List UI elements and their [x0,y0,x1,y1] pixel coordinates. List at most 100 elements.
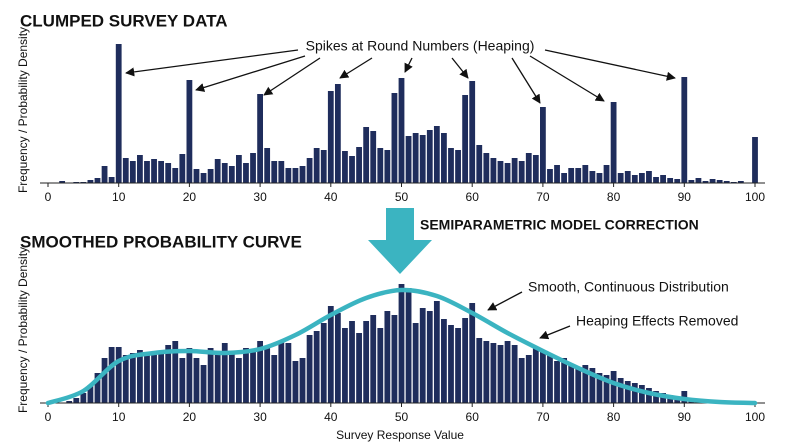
bar [737,181,744,183]
x-axis-label: Survey Response Value [336,428,464,442]
bar [617,378,624,403]
bar [73,398,80,403]
y-axis-label: Frequency / Probability Density [16,247,30,413]
bar [702,181,709,183]
x-tick-label: 90 [678,410,692,424]
bar [207,348,214,403]
bar [398,284,405,403]
annotation-arrows [125,49,676,104]
bar [214,159,221,183]
bar [504,163,511,183]
bar [412,323,419,403]
bar [66,401,73,403]
bar [568,168,575,183]
bar [723,181,730,183]
bar [221,163,228,183]
chart-title: SMOOTHED PROBABILITY CURVE [20,232,302,251]
bar [356,147,362,183]
bar [462,95,469,183]
bar [349,156,355,183]
x-tick-label: 40 [324,190,338,204]
bar [575,168,582,183]
bar [596,173,603,183]
bar [532,348,539,403]
bar [483,341,490,403]
bar [179,358,186,403]
bar [624,381,631,403]
bar [582,165,589,183]
bar [320,150,327,183]
bar [186,348,193,403]
bar [292,361,299,403]
x-tick-label: 10 [112,190,126,204]
x-tick-label: 20 [183,190,197,204]
bar [264,348,271,403]
bar [603,165,610,183]
bar [646,171,652,183]
bar [151,353,157,403]
bar [391,315,398,403]
bar [158,351,165,403]
x-tick-label: 50 [395,410,409,424]
bar [165,345,172,403]
bar [490,158,497,183]
bar [235,155,242,183]
bar [278,161,285,183]
bar [660,175,666,183]
bar [115,44,122,183]
bar [271,355,278,403]
bar [221,343,228,403]
x-tick-label: 10 [112,410,126,424]
bar [122,355,129,403]
bar [186,80,193,183]
bar [497,161,504,183]
bar [200,173,207,183]
bar [412,133,419,183]
bar [631,383,638,403]
bar [518,358,525,403]
bar [525,153,532,183]
bar [129,353,136,403]
bar [228,166,235,183]
bar [653,177,659,183]
bar [313,148,320,183]
bar [646,388,652,403]
bar [511,345,518,403]
bar [540,351,546,403]
bar [327,91,334,183]
bar [391,93,398,183]
bar [235,358,242,403]
bar [441,319,447,403]
bar [589,171,596,183]
x-tick-label: 30 [253,410,267,424]
bar [370,315,377,403]
x-tick-label: 30 [253,190,267,204]
bar [306,158,313,183]
bar [363,321,370,403]
transition-arrow [368,208,432,274]
x-tick-label: 60 [466,190,480,204]
bar [285,343,292,403]
bar [469,81,476,183]
transition-label: SEMIPARAMETRIC MODEL CORRECTION [420,217,699,233]
chart-title: CLUMPED SURVEY DATA [20,11,228,30]
bar [158,161,165,183]
x-tick-label: 100 [745,410,765,424]
bar [101,166,108,183]
bar [561,173,568,183]
bar [250,351,256,403]
bar [596,373,603,403]
bar [342,151,348,183]
bar [603,375,610,403]
bar [193,358,200,403]
bar [483,153,490,183]
bar [193,169,200,183]
bar [108,347,115,403]
bar [511,158,518,183]
bar [384,311,391,403]
bar [363,127,370,183]
bar [610,102,617,183]
bar [638,173,645,183]
bar [419,135,426,183]
bar [638,385,645,403]
